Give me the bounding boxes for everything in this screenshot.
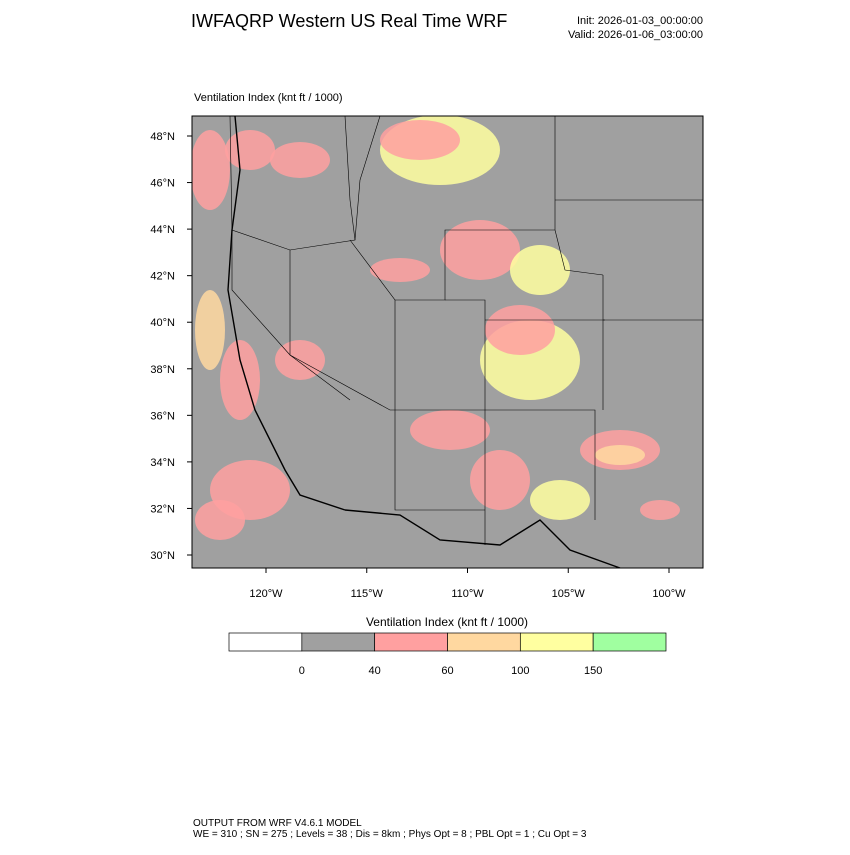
title: IWFAQRP Western US Real Time WRF — [191, 11, 507, 31]
state-border — [229, 116, 356, 251]
shaded-area — [380, 120, 460, 160]
state-border — [445, 299, 486, 545]
map — [192, 116, 703, 568]
shaded-area — [370, 258, 430, 282]
shaded-area — [640, 500, 680, 520]
lat-tick-label: 48°N — [150, 131, 175, 143]
lat-tick-label: 36°N — [150, 410, 175, 422]
shaded-area — [270, 142, 330, 178]
state-border — [394, 410, 485, 511]
colorbar-box — [592, 632, 667, 652]
shaded-area — [220, 340, 260, 420]
field-label: Ventilation Index (knt ft / 1000) — [194, 92, 343, 104]
lat-tick-label: 34°N — [150, 457, 175, 469]
lon-tick-label: 120°W — [249, 588, 283, 600]
shaded-area — [440, 220, 520, 280]
colorbar-label: 40 — [369, 665, 381, 677]
lon-tick-label: 115°W — [351, 588, 384, 600]
lat-tick-label: 40°N — [150, 317, 175, 329]
colorbar-box — [519, 632, 594, 652]
lat-tick-label: 46°N — [150, 178, 175, 190]
lat-tick-label: 30°N — [150, 550, 175, 562]
state-border — [289, 354, 485, 411]
shaded-area — [195, 500, 245, 540]
colorbar-label: 150 — [584, 665, 602, 677]
map-frame — [191, 115, 704, 569]
shaded-area — [410, 410, 490, 450]
colorbar-title: Ventilation Index (knt ft / 1000) — [366, 615, 528, 629]
lon-tick-label: 105°W — [552, 588, 586, 600]
shaded-area — [510, 245, 570, 295]
shaded-area — [192, 130, 230, 210]
state-border — [485, 409, 596, 520]
state-border — [231, 230, 351, 401]
national-border — [344, 509, 621, 568]
state-border — [395, 229, 555, 301]
colorbar-box — [447, 632, 521, 652]
lat-tick-label: 32°N — [150, 503, 175, 515]
valid-time: Valid: 2026-01-06_03:00:00 — [568, 29, 703, 41]
lat-tick-label: 42°N — [150, 271, 175, 283]
coastline — [227, 116, 346, 511]
colorbar-label: 60 — [441, 665, 453, 677]
shaded-area — [470, 450, 530, 510]
colorbar-box — [228, 632, 303, 652]
colorbar-label: 100 — [511, 665, 529, 677]
footer-line: WE = 310 ; SN = 275 ; Levels = 38 ; Dis … — [193, 829, 587, 840]
lon-tick-label: 100°W — [652, 588, 686, 600]
lat-tick-label: 38°N — [150, 364, 175, 376]
shaded-area — [225, 130, 275, 170]
shaded-area — [485, 305, 555, 355]
lon-tick-label: 110°W — [451, 588, 484, 600]
colorbar-box — [374, 632, 448, 652]
shaded-area — [275, 340, 325, 380]
init-time: Init: 2026-01-03_00:00:00 — [577, 15, 703, 27]
colorbar-label: 0 — [299, 665, 305, 677]
shaded-area — [595, 445, 645, 465]
shaded-area — [195, 290, 225, 370]
colorbar: 0 40 60 100 150 — [228, 632, 667, 677]
footer-line: OUTPUT FROM WRF V4.6.1 MODEL — [193, 818, 362, 829]
lat-tick-label: 44°N — [150, 224, 175, 236]
state-border — [554, 116, 604, 276]
shaded-area — [530, 480, 590, 520]
state-border — [354, 116, 381, 241]
colorbar-box — [301, 632, 376, 652]
